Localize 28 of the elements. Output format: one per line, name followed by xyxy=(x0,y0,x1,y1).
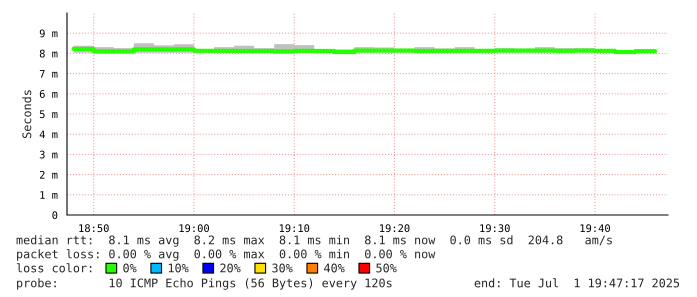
y-tick-label: 4 m xyxy=(40,130,58,138)
text: packet loss: 0.00 % avg 0.00 % max 0.00 % min 0.00 % now xyxy=(17,249,436,261)
y-axis-title: Seconds xyxy=(22,90,32,138)
legend-label: 10% xyxy=(168,264,189,272)
legend-title: loss color: xyxy=(16,263,92,272)
y-tick-label: 1 m xyxy=(40,191,58,199)
legend-label: 50% xyxy=(376,264,397,272)
x-tick-label: 18:50 xyxy=(79,224,109,232)
y-tick-label: 0 xyxy=(52,211,58,220)
y-tick-label: 3 m xyxy=(40,150,58,159)
y-tick-label: 2 m xyxy=(40,170,58,179)
y-tick-label: 6 m xyxy=(40,90,58,98)
legend-label: 30% xyxy=(272,264,293,272)
y-tick-label: 9 m xyxy=(40,29,58,38)
y-tick-label: 8 m xyxy=(40,50,58,58)
legend-label: 40% xyxy=(324,264,345,272)
x-tick-label: 19:30 xyxy=(480,224,510,232)
x-tick-label: 19:20 xyxy=(380,224,410,232)
x-tick-label: 19:00 xyxy=(180,224,209,232)
legend-label: 0% xyxy=(123,264,137,272)
y-tick-label: 7 m xyxy=(40,70,58,78)
x-tick-label: 19:10 xyxy=(280,224,310,232)
legend-label: 20% xyxy=(220,264,241,272)
text: median rtt: 8.1 ms avg 8.2 ms max 8.1 ms min 8.1 ms now 0.0 ms sd 204.8 am/s xyxy=(16,235,612,247)
text: end: Tue Jul 1 19:47:17 2025 xyxy=(474,278,680,288)
x-tick-label: 19:40 xyxy=(580,224,610,232)
y-tick-label: 5 m xyxy=(40,110,58,118)
text: probe: 10 ICMP Echo Pings (56 Bytes) every 120s xyxy=(17,278,392,290)
